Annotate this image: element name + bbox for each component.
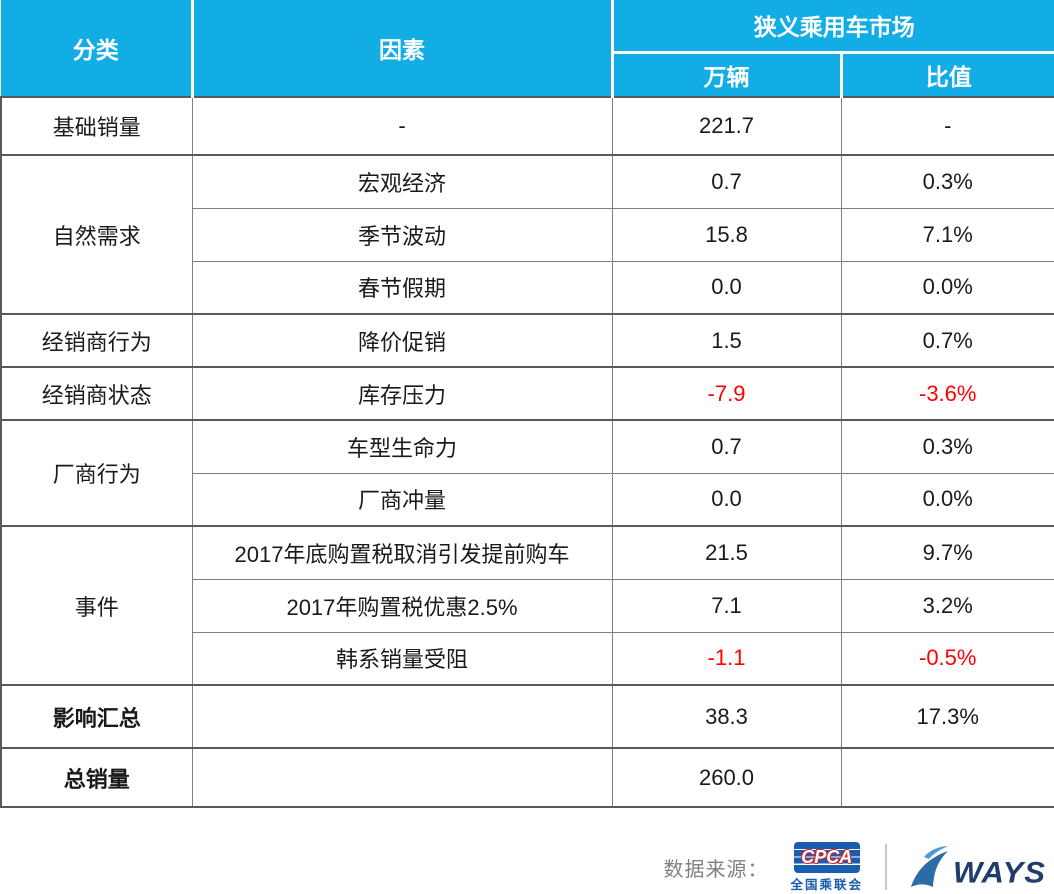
cell-volume: 21.5: [611, 525, 842, 580]
cpca-logo: CPCA 全国乘联会: [790, 841, 863, 893]
table-row: 厂商行为 车型生命力 0.7 0.3%: [0, 419, 1054, 527]
table-row: 事件 2017年底购置税取消引发提前购车 21.5 9.7%: [0, 525, 1054, 686]
cell-factor: [191, 684, 613, 749]
ways-logo-text: WAYS: [953, 855, 1046, 890]
cell-volume: -7.9: [611, 366, 842, 421]
cell-volume: -1.1: [611, 631, 842, 686]
cpca-logo-box: CPCA: [793, 841, 860, 873]
cell-category: 影响汇总: [0, 684, 193, 749]
table-row: 经销商状态 库存压力 -7.9 -3.6%: [0, 366, 1054, 421]
cell-factor: 2017年购置税优惠2.5%: [191, 578, 613, 633]
cell-ratio: 0.3%: [840, 419, 1054, 474]
cell-factor: 春节假期: [191, 260, 613, 315]
cell-volume: 38.3: [611, 684, 842, 749]
cell-ratio: 9.7%: [840, 525, 1054, 580]
table-row: 影响汇总 38.3 17.3%: [0, 684, 1054, 749]
cell-factor: 季节波动: [191, 207, 613, 262]
cell-volume: 0.7: [611, 154, 842, 209]
cell-volume: 15.8: [611, 207, 842, 262]
table-row: 自然需求 宏观经济 0.7 0.3%: [0, 154, 1054, 315]
cell-volume: 7.1: [611, 578, 842, 633]
data-source-footer: 数据来源： CPCA 全国乘联会 WAYS: [663, 841, 1046, 893]
logo-divider: [885, 844, 887, 890]
header-ratio: 比值: [841, 52, 1054, 97]
cell-volume: 260.0: [611, 747, 842, 808]
cell-ratio: -3.6%: [840, 366, 1054, 421]
cpca-logo-text: CPCA: [801, 847, 853, 867]
cell-factor: -: [191, 96, 613, 156]
cell-volume: 1.5: [611, 313, 842, 368]
factor-decomposition-table: 分类 因素 狭义乘用车市场 万辆 比值 基础销量 - 221.7 - 自然需求 …: [0, 0, 1054, 808]
ways-swoosh-icon: [911, 846, 948, 887]
table-row: 厂商冲量 0.0 0.0%: [1, 472, 1054, 527]
cell-volume: 0.0: [611, 472, 842, 527]
cell-category: 厂商行为: [0, 419, 193, 527]
cell-factor: 车型生命力: [191, 419, 613, 474]
cell-factor: 宏观经济: [191, 154, 613, 209]
cell-ratio: -: [840, 96, 1054, 156]
cell-volume: 221.7: [611, 96, 842, 156]
table-row: 春节假期 0.0 0.0%: [1, 260, 1054, 315]
cell-ratio: -0.5%: [840, 631, 1054, 686]
cell-volume: 0.7: [611, 419, 842, 474]
cell-factor: 2017年底购置税取消引发提前购车: [191, 525, 613, 580]
cell-ratio: 0.0%: [840, 260, 1054, 315]
table-row: 季节波动 15.8 7.1%: [1, 207, 1054, 262]
cell-factor: 厂商冲量: [191, 472, 613, 527]
header-volume: 万辆: [612, 52, 843, 97]
table-row: 总销量 260.0: [0, 747, 1054, 808]
data-source-label: 数据来源：: [663, 858, 769, 881]
cell-factor: 降价促销: [191, 313, 613, 368]
cell-ratio: 0.0%: [840, 472, 1054, 527]
cell-factor: [191, 747, 613, 808]
cell-category: 自然需求: [0, 154, 193, 315]
table-row: 经销商行为 降价促销 1.5 0.7%: [0, 313, 1054, 368]
cell-category: 基础销量: [0, 96, 193, 156]
cell-ratio: 7.1%: [840, 207, 1054, 262]
cell-category: 事件: [0, 525, 193, 686]
table-header: 分类 因素 狭义乘用车市场 万辆 比值: [1, 0, 1054, 97]
cell-factor: 韩系销量受阻: [191, 631, 613, 686]
cell-ratio: 17.3%: [840, 684, 1054, 749]
cell-ratio: 3.2%: [840, 578, 1054, 633]
table-row: 基础销量 - 221.7 -: [0, 96, 1054, 156]
cell-category: 经销商行为: [0, 313, 193, 368]
cell-ratio: [840, 747, 1054, 808]
cell-category: 总销量: [0, 747, 193, 808]
cell-factor: 库存压力: [191, 366, 613, 421]
table-row: 2017年购置税优惠2.5% 7.1 3.2%: [1, 578, 1054, 633]
header-factor: 因素: [192, 0, 614, 97]
ways-logo: WAYS: [909, 846, 1046, 888]
cell-category: 经销商状态: [0, 366, 193, 421]
cell-ratio: 0.3%: [840, 154, 1054, 209]
cpca-logo-subtext: 全国乘联会: [790, 877, 863, 892]
header-category: 分类: [1, 0, 194, 97]
cell-ratio: 0.7%: [840, 313, 1054, 368]
header-market-group: 狭义乘用车市场: [612, 0, 1054, 54]
cell-volume: 0.0: [611, 260, 842, 315]
